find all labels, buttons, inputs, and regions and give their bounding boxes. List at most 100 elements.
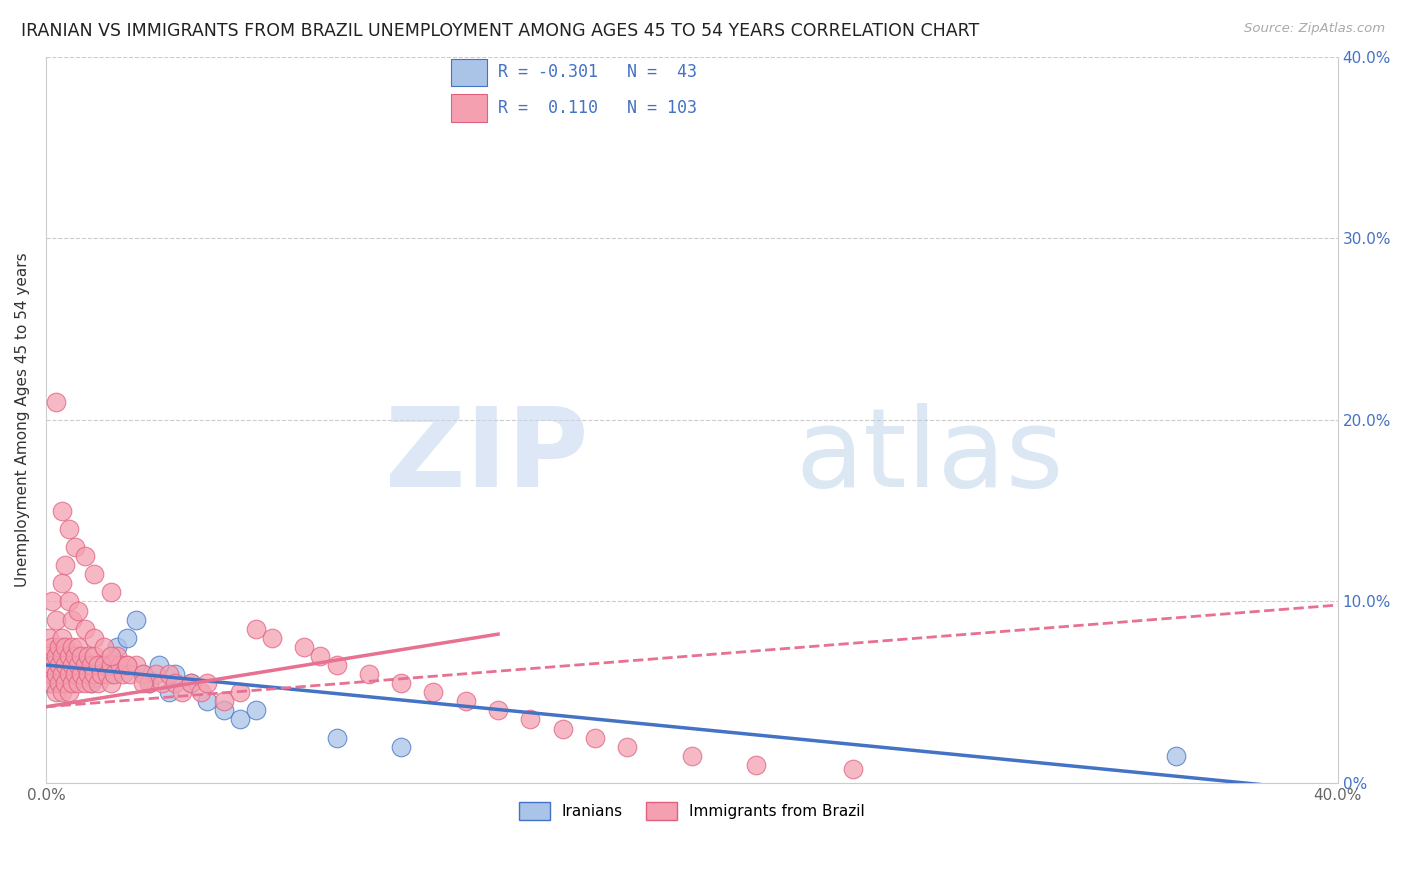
Point [60, 640, 83, 654]
Point [38, 648, 60, 663]
Point [83, 567, 105, 582]
Point [73, 658, 96, 673]
Point [63, 540, 86, 554]
Point [132, 667, 155, 681]
Text: atlas: atlas [796, 402, 1063, 509]
Point [77, 648, 100, 663]
Point [67, 648, 90, 663]
Point [70, 671, 93, 685]
Point [93, 658, 115, 673]
Point [389, 739, 412, 754]
Text: N = 103: N = 103 [627, 99, 696, 117]
Point [228, 685, 250, 699]
Text: Source: ZipAtlas.com: Source: ZipAtlas.com [1244, 22, 1385, 36]
Point [80, 676, 103, 690]
Point [48, 640, 70, 654]
Point [41, 594, 63, 608]
Point [53, 658, 76, 673]
Point [180, 676, 202, 690]
Point [67, 658, 90, 673]
Text: N =  43: N = 43 [627, 63, 696, 81]
Point [48, 664, 70, 678]
Point [48, 676, 70, 690]
Point [157, 667, 180, 681]
Point [616, 739, 638, 754]
Point [96, 667, 118, 681]
Point [86, 658, 108, 673]
Point [38, 631, 60, 645]
Point [58, 667, 80, 681]
Point [100, 676, 122, 690]
Point [309, 648, 332, 663]
Point [454, 694, 477, 708]
Point [115, 658, 138, 673]
Point [45, 652, 67, 666]
Point [245, 703, 267, 717]
Point [77, 667, 100, 681]
Point [245, 622, 267, 636]
Point [519, 713, 541, 727]
Point [100, 585, 122, 599]
Point [681, 748, 703, 763]
Point [125, 658, 148, 673]
Point [180, 676, 202, 690]
Point [53, 667, 76, 681]
Point [60, 671, 83, 685]
Text: R = -0.301: R = -0.301 [498, 63, 598, 81]
Point [58, 522, 80, 536]
Point [41, 645, 63, 659]
Point [45, 685, 67, 699]
Point [1166, 748, 1188, 763]
Point [100, 658, 122, 673]
Point [51, 648, 73, 663]
Point [100, 648, 122, 663]
Point [38, 667, 60, 681]
Text: R =  0.110: R = 0.110 [498, 99, 598, 117]
Point [41, 676, 63, 690]
Point [842, 762, 865, 776]
Point [67, 667, 90, 681]
Point [77, 667, 100, 681]
Point [45, 394, 67, 409]
Point [93, 640, 115, 654]
Point [60, 658, 83, 673]
Point [80, 676, 103, 690]
Point [45, 613, 67, 627]
Point [58, 662, 80, 676]
Point [45, 667, 67, 681]
Point [745, 757, 768, 772]
Point [132, 667, 155, 681]
Point [212, 694, 235, 708]
Point [325, 658, 347, 673]
Point [132, 676, 155, 690]
Point [58, 676, 80, 690]
Point [150, 676, 173, 690]
Point [53, 676, 76, 690]
Point [125, 613, 148, 627]
Point [70, 667, 93, 681]
Point [51, 503, 73, 517]
Legend: Iranians, Immigrants from Brazil: Iranians, Immigrants from Brazil [513, 797, 870, 826]
Point [51, 576, 73, 591]
Point [53, 640, 76, 654]
Point [93, 658, 115, 673]
Point [83, 667, 105, 681]
Point [60, 613, 83, 627]
Point [100, 667, 122, 681]
Point [53, 652, 76, 666]
Point [86, 676, 108, 690]
Point [165, 667, 187, 681]
Point [63, 648, 86, 663]
Point [212, 703, 235, 717]
Point [105, 640, 128, 654]
Point [80, 658, 103, 673]
Point [51, 658, 73, 673]
Point [103, 667, 125, 681]
Bar [451, 59, 486, 87]
Point [90, 667, 112, 681]
Point [145, 667, 167, 681]
Point [83, 648, 105, 663]
Point [41, 667, 63, 681]
Point [325, 731, 347, 745]
Point [67, 640, 90, 654]
